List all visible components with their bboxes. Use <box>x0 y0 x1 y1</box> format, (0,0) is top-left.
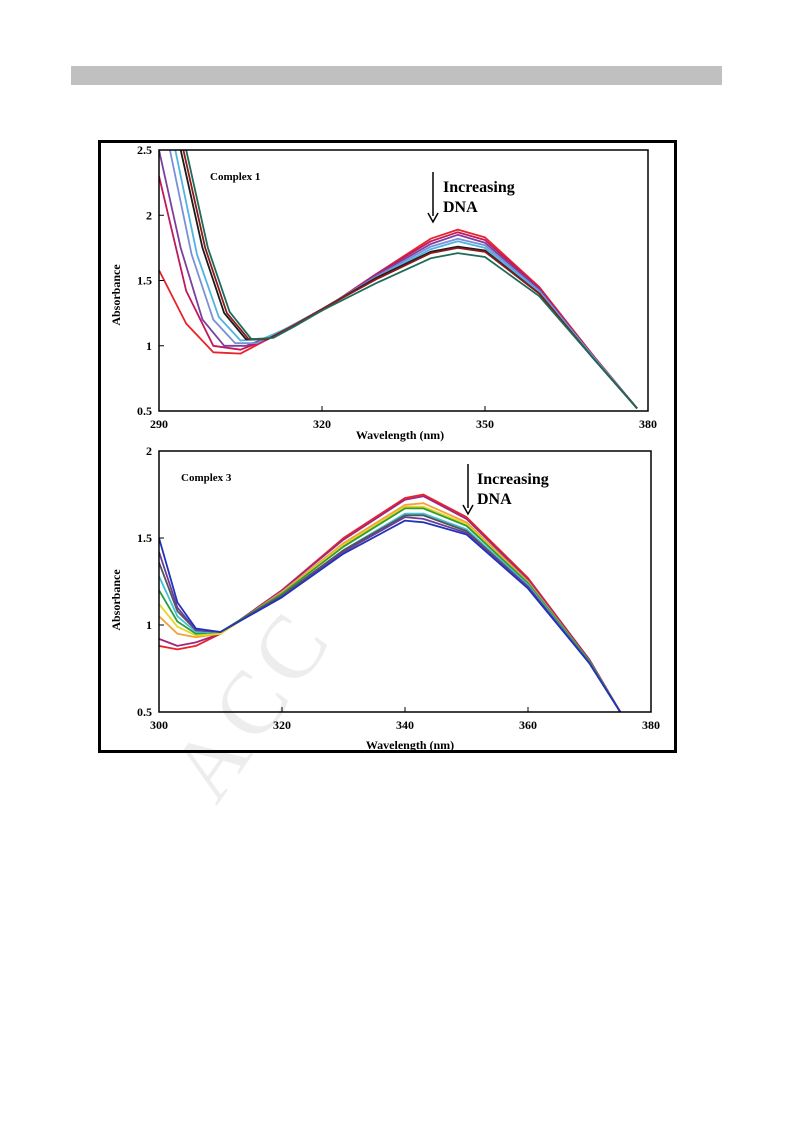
panel-2-y-axis-label: Absorbance <box>109 569 123 631</box>
header-bar <box>71 66 722 85</box>
panel-1-x-tick-label: 380 <box>639 417 657 431</box>
panel-1-annotation-line-2: DNA <box>443 199 478 216</box>
panel-1-series-line-4 <box>169 150 638 409</box>
panel-1-y-tick-label: 1.5 <box>137 274 152 288</box>
panel-2-y-tick-label: 2 <box>146 444 152 458</box>
panel-1-y-tick-label: 2 <box>146 208 152 222</box>
panel-2-x-axis-label: Wavelength (nm) <box>366 738 454 752</box>
panel-2-x-tick-label: 360 <box>519 718 537 732</box>
panel-1-y-tick-label: 0.5 <box>137 404 152 418</box>
panel-2-x-tick-label: 320 <box>273 718 291 732</box>
panel-1-annotation-line-1: Increasing <box>443 179 515 196</box>
panel-1-annotation-arrow-head <box>427 212 439 224</box>
panel-2-y-tick-label: 0.5 <box>137 705 152 719</box>
panel-1-series-line-7 <box>182 150 638 409</box>
panel-2-x-tick-label: 340 <box>396 718 414 732</box>
panel-2-series-line-2 <box>159 495 622 712</box>
panel-2-series-line-1 <box>159 493 622 712</box>
panel-2-annotation-line-2: DNA <box>477 491 512 508</box>
panel-2-x-tick-label: 380 <box>642 718 660 732</box>
panel-1-series-line-3 <box>159 150 638 409</box>
panel-1-series-line-2 <box>159 175 638 409</box>
panel-2-series-line-8 <box>159 516 622 712</box>
panel-2-plot-area <box>158 450 652 713</box>
panel-2-annotation-line-1: Increasing <box>477 471 549 488</box>
panel-1-plot-area <box>158 149 649 412</box>
panel-2-y-tick-label: 1 <box>146 618 152 632</box>
panel-2-series-line-9 <box>159 519 622 712</box>
panel-1-title: Complex 1 <box>210 171 260 183</box>
panel-1-x-axis-label: Wavelength (nm) <box>356 428 444 442</box>
panel-2-title: Complex 3 <box>181 472 232 484</box>
panel-2-series-line-5 <box>159 507 622 712</box>
panel-1-x-tick-label: 320 <box>313 417 331 431</box>
panel-1-series-line-8 <box>185 150 638 409</box>
panel-2-y-tick-label: 1.5 <box>137 531 152 545</box>
panel-1-series-line-6 <box>179 150 638 409</box>
panel-2-annotation-arrow-head <box>462 504 474 516</box>
panel-1-y-tick-label: 2.5 <box>137 143 152 157</box>
panel-1-y-axis-label: Absorbance <box>109 264 123 326</box>
panel-1-x-tick-label: 290 <box>150 417 168 431</box>
panel-1-y-tick-label: 1 <box>146 339 152 353</box>
panel-1-series-line-5 <box>174 150 638 409</box>
panel-2-x-tick-label: 300 <box>150 718 168 732</box>
panel-1-x-tick-label: 350 <box>476 417 494 431</box>
